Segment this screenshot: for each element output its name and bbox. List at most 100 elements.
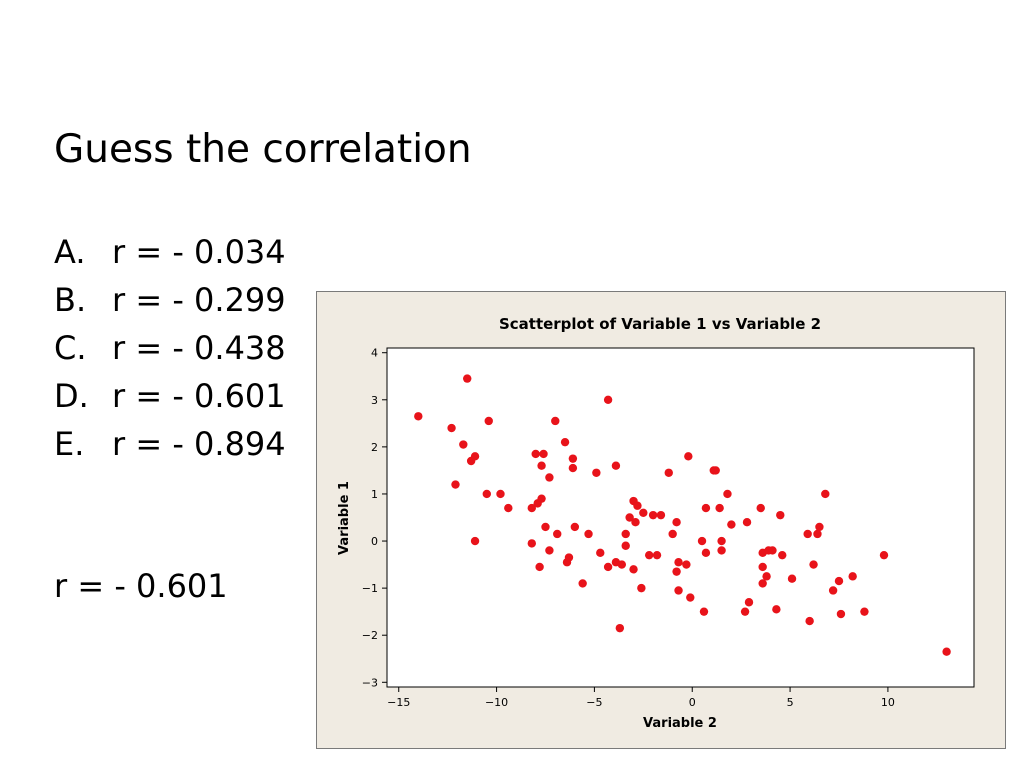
data-point — [603, 395, 613, 404]
data-point — [484, 416, 493, 426]
data-point — [551, 416, 560, 426]
data-point — [828, 586, 838, 595]
data-point — [541, 522, 550, 532]
data-point — [633, 501, 642, 510]
data-point — [717, 546, 726, 555]
y-tick-label: −2 — [362, 629, 378, 642]
data-point — [584, 529, 593, 539]
data-point — [701, 548, 711, 558]
data-point — [768, 546, 777, 555]
x-tick-label: −10 — [485, 696, 508, 709]
x-tick-label: 10 — [881, 696, 895, 709]
data-point — [637, 583, 646, 593]
data-point — [787, 574, 797, 583]
data-point — [617, 560, 626, 569]
data-point — [701, 503, 711, 513]
data-point — [821, 489, 830, 499]
data-point — [545, 546, 554, 555]
data-point — [459, 440, 468, 449]
data-point — [578, 579, 587, 588]
data-point — [762, 572, 771, 581]
data-point — [470, 452, 480, 461]
data-point — [715, 503, 724, 513]
data-point — [778, 550, 787, 560]
x-tick-label: 0 — [689, 696, 696, 709]
data-point — [414, 412, 423, 421]
data-point — [772, 605, 781, 614]
data-point — [672, 567, 681, 576]
data-point — [711, 466, 720, 475]
data-point — [740, 607, 750, 616]
y-tick-label: −3 — [362, 676, 378, 689]
data-point — [717, 536, 726, 546]
answer-choices: A. r = - 0.034 B. r = - 0.299 C. r = - 0.43… — [54, 228, 286, 468]
choice-letter: D. — [54, 377, 89, 415]
data-point — [504, 503, 513, 513]
choice-letter: C. — [54, 329, 87, 367]
data-point — [682, 560, 691, 569]
data-point — [803, 529, 812, 539]
choice-text: r = - 0.034 — [112, 233, 286, 271]
chart-title: Scatterplot of Variable 1 vs Variable 2 — [499, 315, 821, 333]
data-point — [697, 536, 707, 546]
data-point — [545, 473, 554, 482]
data-point — [672, 518, 681, 527]
data-point — [756, 503, 765, 513]
choice-text: r = - 0.894 — [112, 425, 286, 463]
x-tick-label: −15 — [387, 696, 410, 709]
data-point — [539, 449, 548, 459]
choice-d: D. r = - 0.601 — [54, 372, 286, 420]
data-point — [848, 572, 857, 581]
data-point — [470, 536, 480, 546]
choice-text: r = - 0.601 — [112, 377, 286, 415]
slide-title: Guess the correlation — [54, 127, 472, 172]
y-tick-label: 2 — [371, 441, 378, 454]
scatterplot: Scatterplot of Variable 1 vs Variable 2 … — [337, 315, 975, 731]
data-point — [686, 593, 695, 602]
data-point — [860, 607, 869, 616]
data-point — [668, 529, 677, 539]
data-point — [699, 607, 709, 616]
data-point — [596, 548, 605, 558]
choice-text: r = - 0.438 — [112, 329, 286, 367]
choice-letter: A. — [54, 233, 86, 271]
data-point — [621, 529, 630, 539]
data-point — [942, 647, 951, 656]
data-point — [639, 508, 648, 517]
choice-b: B. r = - 0.299 — [54, 276, 286, 324]
answer-reveal: r = - 0.601 — [54, 567, 228, 605]
data-point — [625, 513, 634, 522]
data-point — [656, 510, 666, 520]
data-point — [527, 539, 536, 548]
data-point — [674, 558, 683, 567]
y-tick-label: 1 — [371, 488, 378, 501]
data-point — [621, 541, 630, 550]
data-point — [805, 616, 814, 626]
data-point — [727, 520, 736, 529]
data-point — [527, 503, 536, 513]
choice-text: r = - 0.299 — [112, 281, 286, 319]
data-point — [537, 461, 546, 470]
choice-c: C. r = - 0.438 — [54, 324, 286, 372]
choice-e: E. r = - 0.894 — [54, 420, 286, 468]
choice-letter: E. — [54, 425, 85, 463]
x-axis: −15 −10 −5 0 5 10 — [387, 687, 895, 709]
data-point — [809, 560, 818, 569]
data-point — [758, 579, 767, 588]
y-tick-label: 3 — [371, 394, 378, 407]
data-point — [815, 522, 824, 532]
data-point — [553, 529, 562, 539]
data-point — [648, 510, 658, 520]
y-axis-title: Variable 1 — [337, 481, 352, 555]
data-point — [592, 468, 601, 477]
data-point — [496, 489, 505, 499]
data-point — [447, 423, 456, 433]
data-point — [742, 518, 752, 527]
data-point — [537, 494, 546, 503]
scatterplot-panel: Scatterplot of Variable 1 vs Variable 2 … — [316, 291, 1006, 749]
x-tick-label: 5 — [787, 696, 794, 709]
y-tick-label: −1 — [362, 582, 378, 595]
data-point — [564, 553, 574, 562]
data-point — [744, 598, 754, 607]
data-point — [879, 550, 889, 560]
